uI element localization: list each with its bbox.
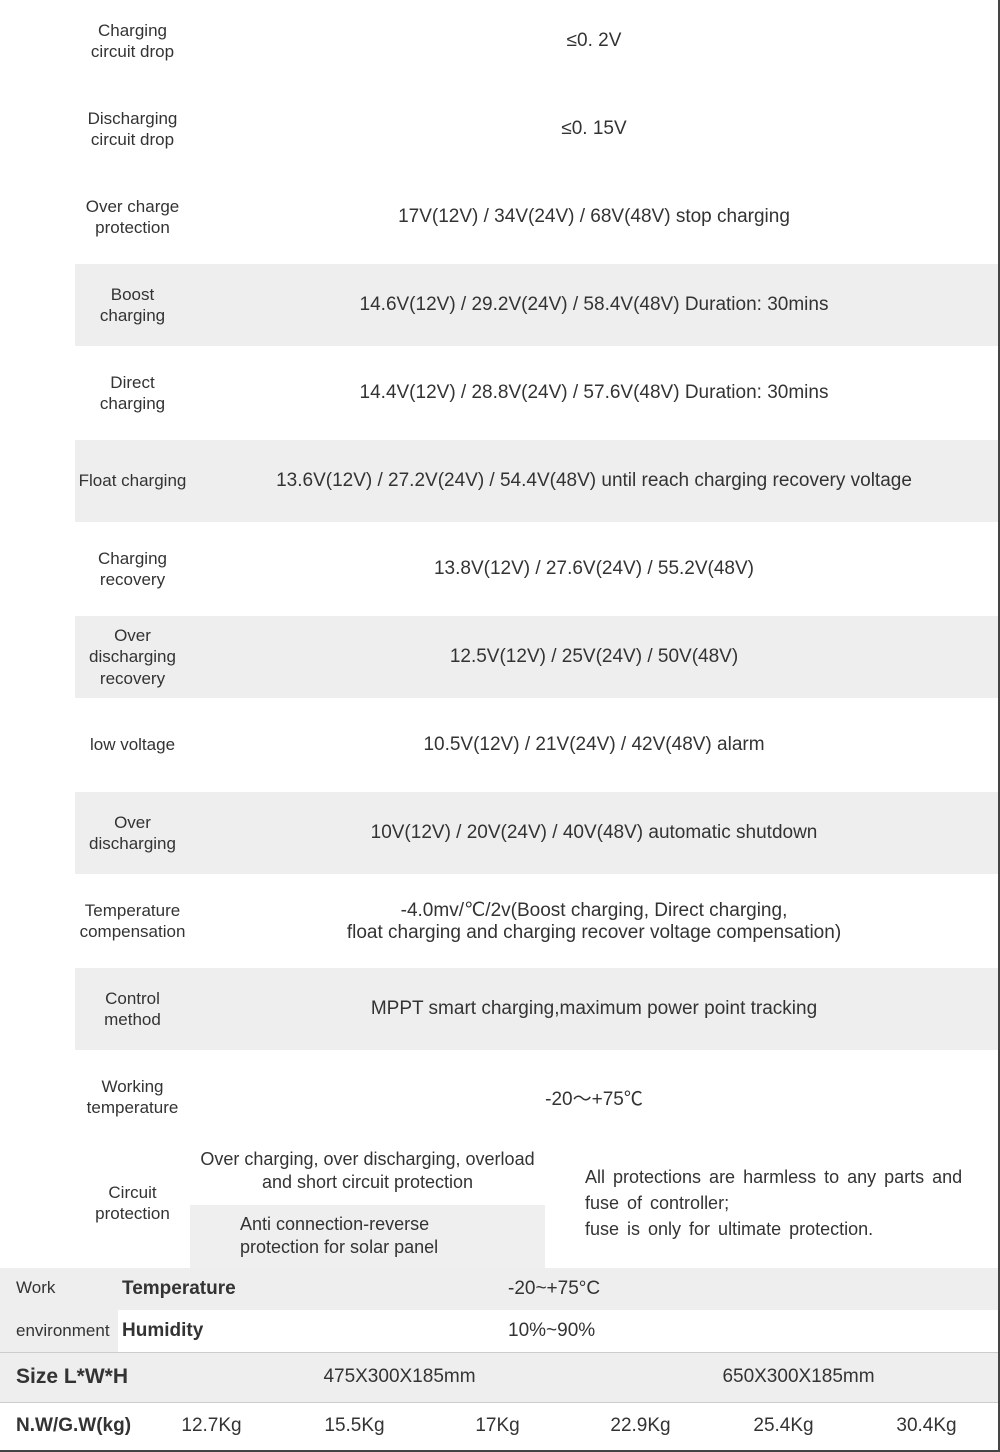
param-label: Working temperature: [75, 1056, 190, 1138]
weight-value: 12.7Kg: [140, 1415, 283, 1437]
gap-cell: [0, 352, 75, 434]
param-label: Direct charging: [75, 352, 190, 434]
gap-cell: [0, 616, 75, 698]
spec-rows-container: Charging circuit drop≤0. 2VDischarging c…: [0, 0, 998, 1138]
spec-row: Charging circuit drop≤0. 2V: [0, 0, 998, 82]
env-temp-value: -20~+75°C: [258, 1268, 998, 1310]
param-value: ≤0. 2V: [190, 0, 998, 82]
env-hum-value: 10%~90%: [258, 1310, 998, 1352]
gap-cell: [0, 968, 75, 1050]
gap-cell: [0, 88, 75, 170]
weight-value: 17Kg: [426, 1415, 569, 1437]
size-row: Size L*W*H 475X300X185mm 650X300X185mm: [0, 1352, 998, 1402]
spec-row: Float charging13.6V(12V) / 27.2V(24V) / …: [0, 440, 998, 522]
gap-cell: [0, 176, 75, 258]
spec-row: Discharging circuit drop≤0. 15V: [0, 88, 998, 170]
gap-cell: [0, 792, 75, 874]
env-temp-label: Temperature: [118, 1268, 258, 1310]
env-hum-label: Humidity: [118, 1310, 258, 1352]
param-label: Float charging: [75, 440, 190, 522]
spec-row: Over discharging recovery12.5V(12V) / 25…: [0, 616, 998, 698]
spec-row: Temperature compensation-4.0mv/℃/2v(Boos…: [0, 880, 998, 962]
param-value: 13.6V(12V) / 27.2V(24V) / 54.4V(48V) unt…: [190, 440, 998, 522]
param-label: Control method: [75, 968, 190, 1050]
gap-cell: [0, 528, 75, 610]
weight-row: N.W/G.W(kg) 12.7Kg 15.5Kg 17Kg 22.9Kg 25…: [0, 1402, 998, 1452]
param-value: 14.4V(12V) / 28.8V(24V) / 57.6V(48V) Dur…: [190, 352, 998, 434]
gap-cell: [0, 264, 75, 346]
circuit-protection-row: Circuit protection Over charging, over d…: [0, 1138, 998, 1268]
param-value: 14.6V(12V) / 29.2V(24V) / 58.4V(48V) Dur…: [190, 264, 998, 346]
circuit-mid-column: Over charging, over discharging, overloa…: [190, 1138, 545, 1268]
param-value: 17V(12V) / 34V(24V) / 68V(48V) stop char…: [190, 176, 998, 258]
spec-row: Control methodMPPT smart charging,maximu…: [0, 968, 998, 1050]
spec-table-container: Charging circuit drop≤0. 2VDischarging c…: [0, 0, 1000, 1452]
env-category-label: Work: [0, 1268, 118, 1310]
weight-value: 22.9Kg: [569, 1415, 712, 1437]
param-label: low voltage: [75, 704, 190, 786]
spec-row: Working temperature-20～+75℃: [0, 1056, 998, 1138]
spec-row: Over charge protection17V(12V) / 34V(24V…: [0, 176, 998, 258]
param-value: 10.5V(12V) / 21V(24V) / 42V(48V) alarm: [190, 704, 998, 786]
weight-value: 25.4Kg: [712, 1415, 855, 1437]
param-label: Over discharging recovery: [75, 616, 190, 698]
gap-cell: [0, 880, 75, 962]
param-label: Over discharging: [75, 792, 190, 874]
param-label: Temperature compensation: [75, 880, 190, 962]
param-value: -20～+75℃: [190, 1056, 998, 1138]
param-label: Over charge protection: [75, 176, 190, 258]
size-label: Size L*W*H: [0, 1365, 200, 1389]
param-label: Charging circuit drop: [75, 0, 190, 82]
param-value: MPPT smart charging,maximum power point …: [190, 968, 998, 1050]
param-label: Charging recovery: [75, 528, 190, 610]
circuit-protection-top: Over charging, over discharging, overloa…: [190, 1138, 545, 1205]
circuit-protection-bot: Anti connection-reverse protection for s…: [190, 1205, 545, 1268]
param-value: -4.0mv/℃/2v(Boost charging, Direct charg…: [190, 880, 998, 962]
size-value-1: 475X300X185mm: [200, 1366, 599, 1388]
size-value-2: 650X300X185mm: [599, 1366, 998, 1388]
param-label: Boost charging: [75, 264, 190, 346]
gap-cell: [0, 0, 75, 82]
param-value: 10V(12V) / 20V(24V) / 40V(48V) automatic…: [190, 792, 998, 874]
gap-cell: [0, 1056, 75, 1138]
circuit-protection-note: All protections are harmless to any part…: [545, 1138, 998, 1268]
spec-row: Over discharging10V(12V) / 20V(24V) / 40…: [0, 792, 998, 874]
env-humidity-row: environment Humidity 10%~90%: [0, 1310, 998, 1352]
spec-row: Charging recovery13.8V(12V) / 27.6V(24V)…: [0, 528, 998, 610]
param-value: 13.8V(12V) / 27.6V(24V) / 55.2V(48V): [190, 528, 998, 610]
env-temperature-row: Work Temperature -20~+75°C: [0, 1268, 998, 1310]
weight-label: N.W/G.W(kg): [0, 1415, 140, 1437]
spec-row: low voltage10.5V(12V) / 21V(24V) / 42V(4…: [0, 704, 998, 786]
param-value: 12.5V(12V) / 25V(24V) / 50V(48V): [190, 616, 998, 698]
gap-cell: [0, 704, 75, 786]
weight-value: 15.5Kg: [283, 1415, 426, 1437]
gap-cell: [0, 1138, 75, 1268]
weight-value: 30.4Kg: [855, 1415, 998, 1437]
spec-row: Boost charging14.6V(12V) / 29.2V(24V) / …: [0, 264, 998, 346]
spec-row: Direct charging14.4V(12V) / 28.8V(24V) /…: [0, 352, 998, 434]
param-value: ≤0. 15V: [190, 88, 998, 170]
gap-cell: [0, 440, 75, 522]
env-category-label-continued: environment: [0, 1310, 118, 1352]
param-label: Circuit protection: [75, 1138, 190, 1268]
param-label: Discharging circuit drop: [75, 88, 190, 170]
